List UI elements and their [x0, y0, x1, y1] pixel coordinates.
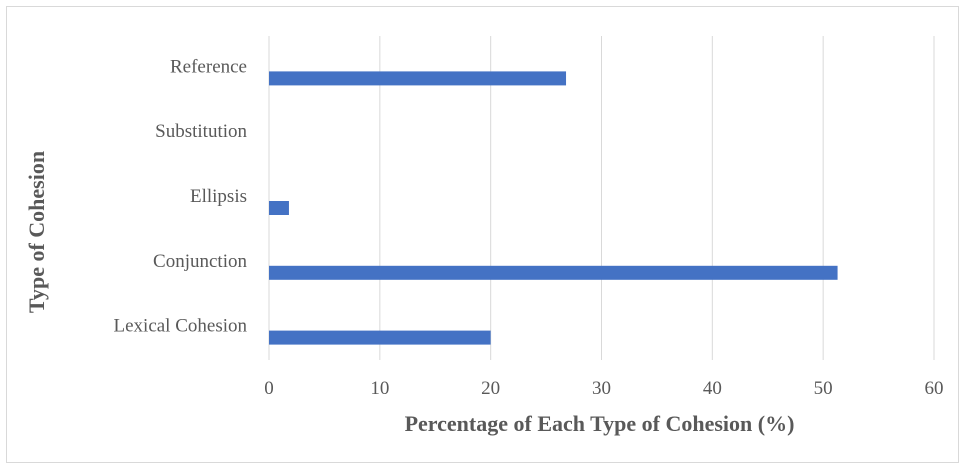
- bar-ellipsis: [269, 201, 289, 215]
- y-axis-title: Type of Cohesion: [24, 151, 49, 313]
- x-tick-label-60: 60: [925, 378, 944, 399]
- x-tick-label-50: 50: [814, 378, 833, 399]
- y-tick-labels: Reference Substitution Ellipsis Conjunction…: [114, 56, 248, 336]
- bar-reference: [269, 71, 567, 86]
- x-tick-label-40: 40: [703, 378, 722, 399]
- y-tick-label-reference: Reference: [170, 56, 247, 77]
- y-tick-label-ellipsis: Ellipsis: [190, 186, 247, 207]
- x-tick-label-30: 30: [592, 378, 611, 399]
- x-tick-label-0: 0: [264, 378, 274, 399]
- x-axis-title: Percentage of Each Type of Cohesion (%): [405, 411, 795, 436]
- x-tick-labels: 0 10 20 30 40 50 60: [264, 378, 943, 399]
- x-tick-label-20: 20: [481, 378, 500, 399]
- y-tick-label-substitution: Substitution: [155, 121, 247, 142]
- y-tick-label-conjunction: Conjunction: [153, 251, 247, 272]
- y-tick-label-lexical-cohesion: Lexical Cohesion: [114, 316, 248, 337]
- x-tick-label-10: 10: [370, 378, 389, 399]
- bars: [269, 71, 838, 345]
- bar-lexical-cohesion: [269, 330, 491, 345]
- bar-conjunction: [269, 265, 838, 280]
- gridlines: [268, 36, 935, 360]
